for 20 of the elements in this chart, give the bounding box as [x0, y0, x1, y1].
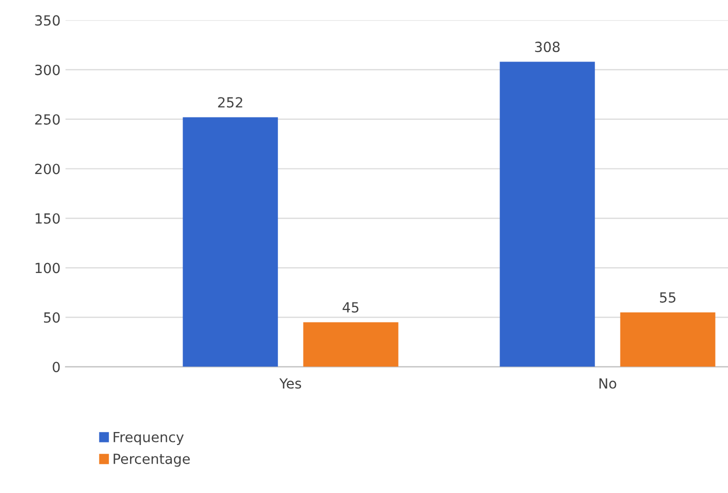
bar	[303, 322, 398, 367]
bar	[500, 62, 595, 367]
y-tick-label: 250	[35, 114, 60, 125]
legend-label: Frequency	[114, 432, 184, 445]
data-label: 252	[218, 97, 242, 108]
bar	[182, 117, 278, 367]
bar	[620, 312, 716, 367]
y-tick-label: 350	[35, 15, 60, 26]
y-tick-label: 100	[36, 262, 60, 274]
y-tick-label: 0	[52, 362, 60, 372]
y-tick-label: 300	[35, 64, 60, 76]
data-label: 45	[342, 302, 358, 313]
data-label: 308	[535, 42, 560, 52]
y-tick-label: 50	[44, 312, 60, 323]
legend-label: Percentage	[114, 454, 190, 467]
data-label: 55	[660, 292, 676, 303]
y-tick-label: 200	[35, 164, 60, 174]
x-tick-label: No	[599, 378, 616, 389]
x-tick-label: Yes	[279, 378, 302, 389]
y-tick-label: 150	[36, 213, 60, 224]
